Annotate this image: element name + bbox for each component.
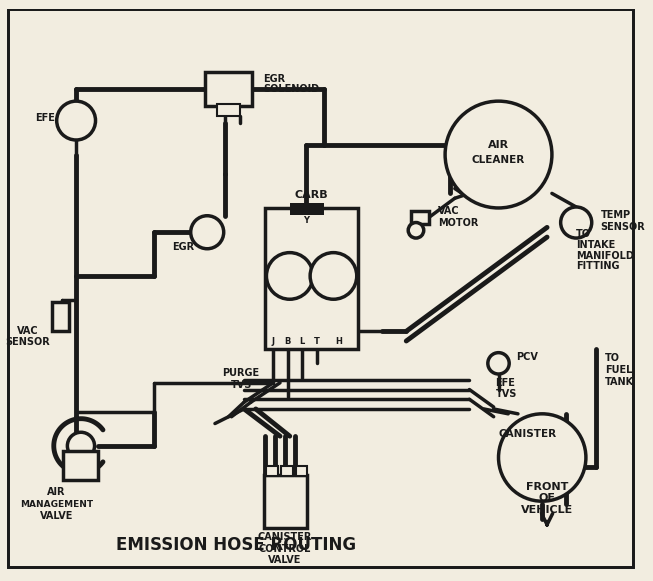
Text: OF: OF <box>539 493 556 503</box>
Text: VALVE: VALVE <box>268 555 302 565</box>
Bar <box>266 467 278 476</box>
Text: PCV: PCV <box>516 352 538 361</box>
Text: FUEL: FUEL <box>605 365 633 375</box>
Text: TEMP: TEMP <box>601 210 631 220</box>
Text: FRONT: FRONT <box>526 482 568 492</box>
Circle shape <box>266 253 313 299</box>
Text: CARB: CARB <box>295 191 328 200</box>
Text: EGR: EGR <box>172 242 194 252</box>
Text: AIR: AIR <box>48 487 66 497</box>
Text: FITTING: FITTING <box>576 261 620 271</box>
Text: CANISTER: CANISTER <box>498 429 556 439</box>
Circle shape <box>561 207 592 238</box>
Text: PURGE: PURGE <box>223 368 260 378</box>
Bar <box>411 211 428 224</box>
Text: H: H <box>335 338 342 346</box>
Text: CANISTER: CANISTER <box>258 532 312 542</box>
Text: VAC: VAC <box>438 206 460 216</box>
Circle shape <box>445 101 552 208</box>
Bar <box>217 104 240 116</box>
Bar <box>52 302 69 331</box>
Text: INTAKE: INTAKE <box>576 240 615 250</box>
Circle shape <box>310 253 357 299</box>
Text: TVS: TVS <box>231 380 252 390</box>
Text: CONTROL: CONTROL <box>259 544 311 554</box>
Text: TVS: TVS <box>496 389 517 399</box>
Text: TO: TO <box>605 353 620 364</box>
Bar <box>205 72 252 106</box>
Circle shape <box>408 223 424 238</box>
Text: TO: TO <box>576 229 591 239</box>
Circle shape <box>488 353 509 374</box>
Text: EFE: EFE <box>496 378 515 388</box>
Text: J: J <box>272 338 275 346</box>
Text: MANIFOLD: MANIFOLD <box>576 250 634 260</box>
Circle shape <box>498 414 586 501</box>
Text: AIR: AIR <box>488 140 509 150</box>
Text: EMISSION HOSE ROUTING: EMISSION HOSE ROUTING <box>116 536 357 554</box>
Circle shape <box>67 432 95 460</box>
Text: CLEANER: CLEANER <box>472 155 525 166</box>
Text: EGR: EGR <box>264 74 285 84</box>
Text: EFE: EFE <box>35 113 55 123</box>
Text: SOLENOID: SOLENOID <box>264 84 320 95</box>
Text: SENSOR: SENSOR <box>5 337 50 347</box>
Text: SENSOR: SENSOR <box>601 223 645 232</box>
Bar <box>281 467 293 476</box>
Bar <box>264 475 307 528</box>
Text: VAC: VAC <box>17 327 39 336</box>
Text: T: T <box>314 338 320 346</box>
Circle shape <box>57 101 95 140</box>
Text: VALVE: VALVE <box>40 511 73 521</box>
Bar <box>63 451 99 480</box>
Text: L: L <box>300 338 305 346</box>
Text: MANAGEMENT: MANAGEMENT <box>20 500 93 508</box>
Bar <box>266 208 358 349</box>
Circle shape <box>191 216 224 249</box>
Bar <box>290 203 324 215</box>
Text: MOTOR: MOTOR <box>438 217 479 228</box>
Text: VEHICLE: VEHICLE <box>521 505 573 515</box>
Text: Y: Y <box>303 216 310 225</box>
Text: TANK: TANK <box>605 376 635 387</box>
Bar <box>296 467 307 476</box>
Text: B: B <box>285 338 291 346</box>
